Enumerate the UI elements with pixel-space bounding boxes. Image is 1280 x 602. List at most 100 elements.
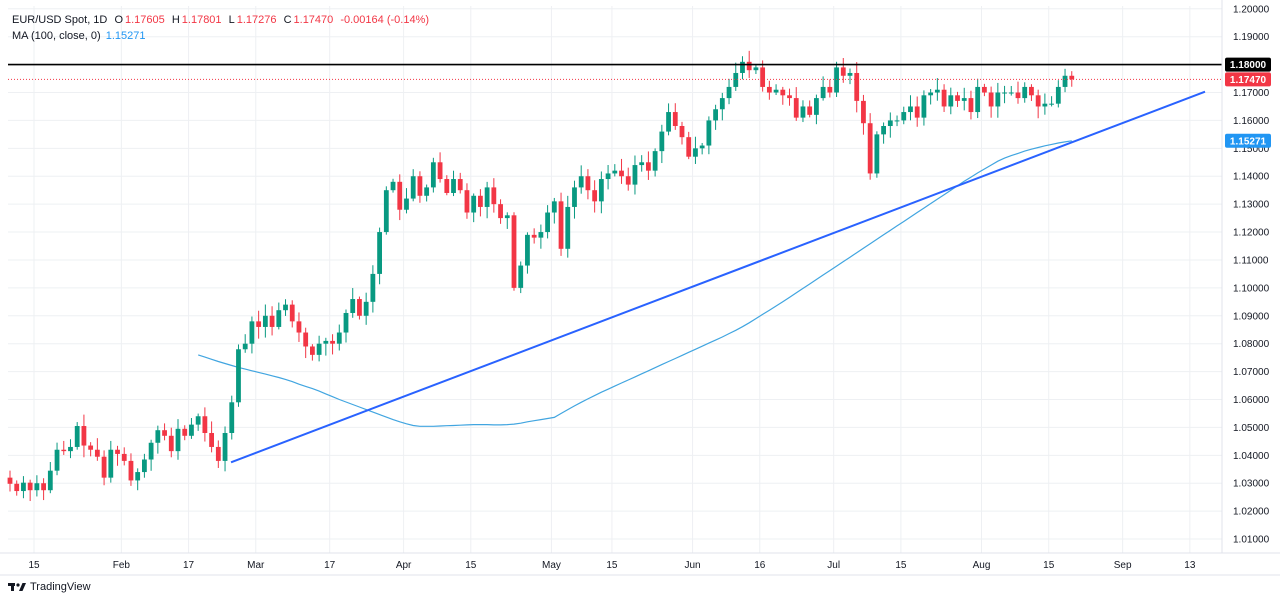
y-tick-label: 1.08000: [1233, 339, 1270, 350]
candle-up: [948, 95, 954, 107]
candle-up: [565, 206, 571, 249]
tradingview-logo[interactable]: TradingView: [8, 581, 91, 593]
candle-down: [840, 67, 846, 76]
candle-up: [847, 72, 853, 76]
candle-down: [417, 176, 423, 196]
x-tick-label: 15: [1043, 560, 1055, 571]
candle-up: [908, 106, 913, 113]
candle-up: [995, 92, 1001, 107]
candle-down: [861, 100, 866, 124]
price-tag-label: 1.15271: [1230, 136, 1267, 147]
ma-label: MA (100, close, 0): [12, 30, 101, 42]
change-value: -0.00164 (-0.14%): [340, 14, 430, 26]
candle-down: [619, 170, 624, 177]
candle-up: [1022, 86, 1028, 99]
candle-up: [47, 470, 53, 491]
moving-average-line: [198, 140, 1072, 427]
candle-up: [961, 98, 967, 101]
x-tick-label: Feb: [113, 560, 131, 571]
price-tag: [1225, 57, 1271, 72]
symbol-label: EUR/USD Spot, 1D: [12, 14, 108, 26]
candle-down: [269, 315, 275, 327]
candle-down: [511, 215, 517, 288]
candle-down: [679, 126, 685, 138]
candle-down: [457, 179, 463, 191]
candle-up: [894, 120, 900, 122]
candle-down: [686, 137, 692, 157]
grid: [8, 6, 1222, 553]
candle-up: [800, 106, 806, 118]
candle-up: [142, 459, 147, 473]
candle-up: [68, 446, 73, 452]
candle-down: [444, 179, 450, 193]
x-tick-label: Mar: [247, 560, 265, 571]
x-tick-label: 15: [606, 560, 618, 571]
candle-up: [229, 402, 235, 433]
candle-up: [719, 98, 725, 110]
candle-down: [41, 483, 46, 491]
close-label: C: [283, 14, 292, 26]
candle-down: [464, 190, 470, 213]
candle-up: [551, 201, 557, 213]
candle-down: [646, 162, 651, 171]
x-tick-label: 17: [324, 560, 336, 571]
candle-down: [215, 446, 221, 461]
candle-down: [982, 86, 987, 93]
y-tick-label: 1.11000: [1233, 255, 1269, 266]
candle-up: [283, 304, 288, 311]
y-tick-label: 1.13000: [1233, 200, 1270, 211]
x-tick-label: 16: [754, 560, 766, 571]
candle-down: [162, 430, 167, 436]
y-tick-label: 1.06000: [1233, 395, 1270, 406]
candle-down: [780, 89, 786, 96]
y-tick-label: 1.04000: [1233, 451, 1270, 462]
axes: 1.01000 1.02000 1.03000 1.04000 1.05000 1.060…: [0, 0, 1280, 576]
candle-down: [397, 181, 403, 210]
y-tick-label: 1.02000: [1233, 507, 1270, 518]
candle-up: [632, 165, 638, 185]
candle-down: [14, 483, 20, 492]
y-tick-label: 1.09000: [1233, 311, 1270, 322]
candle-down: [296, 321, 302, 333]
tradingview-icon: [8, 583, 26, 591]
candle-down: [955, 95, 960, 101]
candle-up: [34, 483, 40, 491]
candle-down: [303, 332, 309, 347]
candle-down: [81, 426, 87, 446]
candle-up: [901, 112, 907, 121]
price-tag-label: 1.18000: [1230, 60, 1267, 71]
candle-up: [814, 98, 819, 115]
y-tick-label: 1.01000: [1233, 535, 1270, 546]
candle-up: [74, 426, 80, 447]
drawings: [8, 63, 1222, 464]
candle-down: [592, 190, 598, 202]
y-tick-label: 1.15000: [1233, 144, 1270, 155]
candle-down: [1069, 75, 1075, 80]
candle-up: [424, 187, 430, 196]
x-tick-label: Sep: [1114, 560, 1132, 571]
candle-up: [249, 321, 255, 344]
candle-up: [175, 428, 181, 452]
logo-text: TradingView: [30, 581, 91, 593]
x-tick-label: 17: [183, 560, 195, 571]
candle-down: [101, 456, 107, 478]
candle-up: [390, 181, 396, 191]
ma-row: MA (100, close, 0) 1.15271: [12, 28, 429, 44]
candle-down: [1029, 86, 1034, 96]
candle-down: [478, 195, 483, 207]
candle-up: [1002, 92, 1007, 94]
ma-100-line: [198, 140, 1072, 427]
candle-down: [558, 201, 564, 249]
x-tick-label: Apr: [396, 560, 412, 571]
y-tick-label: 1.14000: [1233, 172, 1270, 183]
x-tick-label: Jul: [827, 560, 840, 571]
x-tick-label: Jun: [684, 560, 700, 571]
candle-down: [289, 304, 295, 322]
candle-down: [760, 67, 766, 87]
ohlc-row: EUR/USD Spot, 1D O 1.17605 H 1.17801 L 1.17…: [12, 12, 429, 28]
candle-up: [370, 273, 376, 302]
candle-up: [525, 234, 530, 266]
x-tick-label: 13: [1184, 560, 1196, 571]
candle-down: [914, 106, 920, 118]
